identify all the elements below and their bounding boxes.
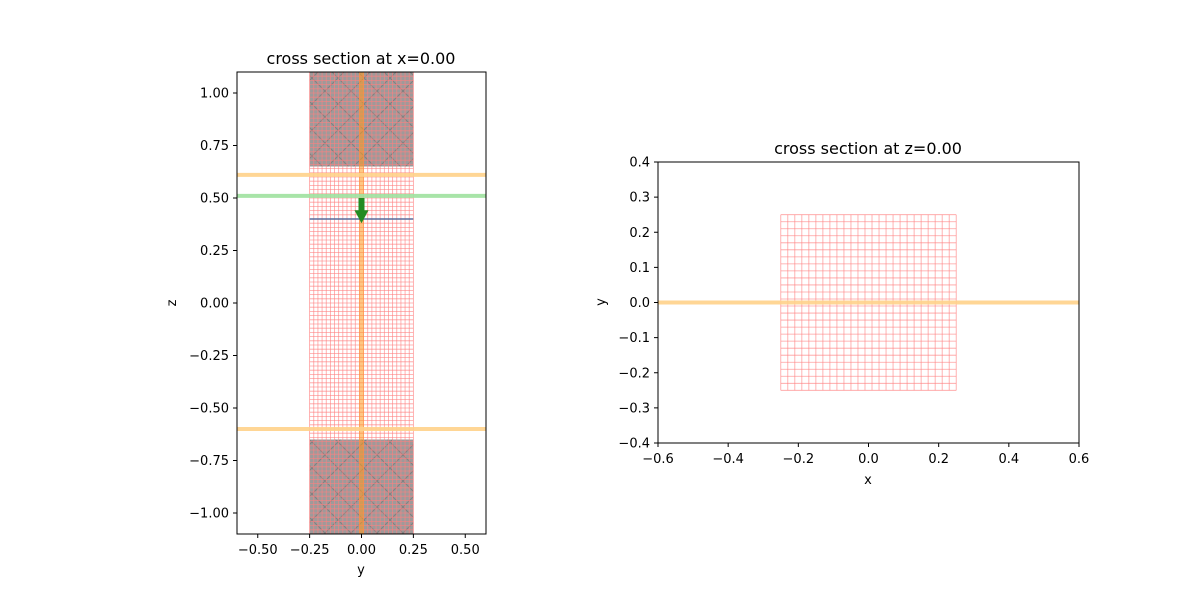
y-tick-label: 0.25 bbox=[200, 244, 229, 259]
y-tick-label: −0.1 bbox=[618, 331, 650, 346]
right-y-ticks: −0.4 −0.3 −0.2 −0.1 0.0 0.1 0.2 0.3 0.4 bbox=[618, 156, 658, 452]
right-y-axis-label: y bbox=[594, 298, 609, 306]
x-tick-label: 0.00 bbox=[347, 543, 376, 558]
x-tick-label: −0.25 bbox=[290, 543, 330, 558]
x-tick-label: −0.50 bbox=[238, 543, 278, 558]
source-arrow-shaft bbox=[358, 198, 365, 212]
y-tick-label: 0.0 bbox=[629, 296, 650, 311]
y-tick-label: 1.00 bbox=[200, 87, 229, 102]
left-overlay-layer bbox=[237, 72, 486, 534]
y-tick-label: −0.25 bbox=[189, 349, 229, 364]
x-tick-label: −0.2 bbox=[783, 452, 815, 467]
y-tick-label: 0.1 bbox=[629, 261, 650, 276]
x-tick-label: 0.2 bbox=[928, 452, 949, 467]
left-x-axis-label: y bbox=[357, 563, 365, 578]
y-tick-label: 0.00 bbox=[200, 297, 229, 312]
y-tick-label: −1.00 bbox=[189, 507, 229, 522]
x-tick-label: −0.6 bbox=[642, 452, 674, 467]
left-cross-section-panel: cross section at x=0.00 −0.50 −0.25 0.00 0.… bbox=[165, 49, 487, 578]
left-x-ticks: −0.50 −0.25 0.00 0.25 0.50 bbox=[238, 534, 480, 558]
y-tick-label: 0.2 bbox=[629, 226, 650, 241]
y-tick-label: −0.2 bbox=[618, 366, 650, 381]
y-tick-label: 0.75 bbox=[200, 139, 229, 154]
y-tick-label: −0.50 bbox=[189, 402, 229, 417]
right-x-axis-label: x bbox=[864, 473, 872, 488]
left-chart-title: cross section at x=0.00 bbox=[267, 49, 456, 68]
y-tick-label: −0.4 bbox=[618, 437, 650, 452]
y-tick-label: −0.3 bbox=[618, 401, 650, 416]
y-tick-label: 0.3 bbox=[629, 191, 650, 206]
x-tick-label: 0.25 bbox=[399, 543, 428, 558]
x-tick-label: 0.6 bbox=[1069, 452, 1090, 467]
left-y-axis-label: z bbox=[165, 299, 180, 306]
x-tick-label: 0.0 bbox=[858, 452, 879, 467]
right-chart-title: cross section at z=0.00 bbox=[774, 139, 962, 158]
y-tick-label: 0.4 bbox=[629, 156, 650, 171]
y-tick-label: −0.75 bbox=[189, 454, 229, 469]
source-arrow-head bbox=[354, 210, 369, 224]
right-x-ticks: −0.6 −0.4 −0.2 0.0 0.2 0.4 0.6 bbox=[642, 443, 1089, 467]
left-y-ticks: −1.00 −0.75 −0.50 −0.25 0.00 0.25 0.50 0.75 1.00 bbox=[189, 87, 237, 522]
right-cross-section-panel: cross section at z=0.00 −0.6 −0.4 −0.2 0.0 0… bbox=[594, 139, 1089, 488]
x-tick-label: 0.50 bbox=[451, 543, 480, 558]
y-tick-label: 0.50 bbox=[200, 192, 229, 207]
x-tick-label: −0.4 bbox=[712, 452, 744, 467]
x-tick-label: 0.4 bbox=[998, 452, 1019, 467]
